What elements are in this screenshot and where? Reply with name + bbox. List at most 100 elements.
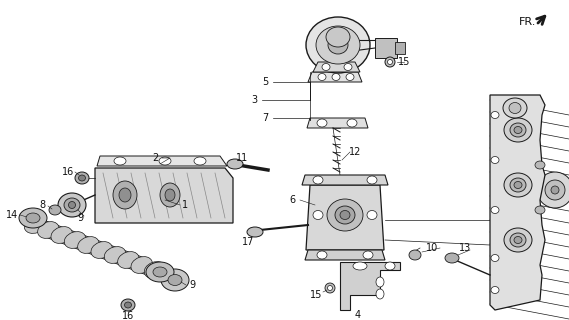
Ellipse shape bbox=[165, 189, 175, 201]
Ellipse shape bbox=[313, 211, 323, 220]
Ellipse shape bbox=[385, 57, 395, 67]
Ellipse shape bbox=[491, 111, 499, 118]
Ellipse shape bbox=[26, 213, 40, 223]
Ellipse shape bbox=[491, 156, 499, 164]
Bar bbox=[375, 38, 397, 58]
Ellipse shape bbox=[145, 261, 166, 278]
Polygon shape bbox=[305, 250, 385, 260]
Ellipse shape bbox=[38, 221, 59, 238]
Ellipse shape bbox=[317, 251, 327, 259]
Ellipse shape bbox=[313, 176, 323, 184]
Polygon shape bbox=[490, 95, 545, 310]
Ellipse shape bbox=[68, 202, 76, 209]
Ellipse shape bbox=[118, 252, 139, 268]
Ellipse shape bbox=[535, 161, 545, 169]
Ellipse shape bbox=[327, 199, 363, 231]
Text: 7: 7 bbox=[262, 113, 268, 123]
Text: 5: 5 bbox=[262, 77, 268, 87]
Ellipse shape bbox=[306, 17, 370, 73]
Ellipse shape bbox=[322, 63, 330, 70]
Ellipse shape bbox=[537, 172, 569, 208]
Ellipse shape bbox=[504, 228, 532, 252]
Ellipse shape bbox=[121, 299, 135, 311]
Ellipse shape bbox=[367, 211, 377, 220]
Ellipse shape bbox=[346, 74, 354, 81]
Ellipse shape bbox=[367, 176, 377, 184]
Ellipse shape bbox=[114, 157, 126, 165]
Ellipse shape bbox=[510, 178, 526, 192]
Ellipse shape bbox=[326, 27, 350, 47]
Ellipse shape bbox=[58, 193, 86, 217]
Text: 16: 16 bbox=[62, 167, 74, 177]
Text: 2: 2 bbox=[152, 153, 158, 163]
Ellipse shape bbox=[347, 119, 357, 127]
Ellipse shape bbox=[332, 74, 340, 81]
Ellipse shape bbox=[510, 123, 526, 137]
Polygon shape bbox=[97, 156, 227, 166]
Ellipse shape bbox=[113, 181, 137, 209]
Ellipse shape bbox=[504, 118, 532, 142]
Polygon shape bbox=[313, 62, 360, 72]
Text: FR.: FR. bbox=[519, 17, 537, 27]
Ellipse shape bbox=[79, 175, 85, 181]
Ellipse shape bbox=[64, 198, 80, 212]
Ellipse shape bbox=[104, 247, 126, 263]
Polygon shape bbox=[307, 118, 368, 128]
Ellipse shape bbox=[504, 173, 532, 197]
Ellipse shape bbox=[51, 227, 72, 244]
Text: 6: 6 bbox=[289, 195, 295, 205]
Text: 8: 8 bbox=[39, 200, 45, 210]
Ellipse shape bbox=[514, 181, 522, 188]
Ellipse shape bbox=[510, 233, 526, 247]
Ellipse shape bbox=[353, 262, 367, 270]
Ellipse shape bbox=[376, 277, 384, 287]
Text: 4: 4 bbox=[355, 310, 361, 320]
Ellipse shape bbox=[376, 289, 384, 299]
Polygon shape bbox=[95, 168, 233, 223]
Text: 17: 17 bbox=[242, 237, 254, 247]
Ellipse shape bbox=[91, 242, 112, 259]
Text: 9: 9 bbox=[189, 280, 195, 290]
Ellipse shape bbox=[491, 206, 499, 213]
Ellipse shape bbox=[535, 206, 545, 214]
Ellipse shape bbox=[491, 286, 499, 293]
Text: 3: 3 bbox=[251, 95, 257, 105]
Ellipse shape bbox=[335, 206, 355, 224]
Text: 10: 10 bbox=[426, 243, 438, 253]
Ellipse shape bbox=[318, 74, 326, 81]
Text: 16: 16 bbox=[122, 311, 134, 320]
Ellipse shape bbox=[146, 262, 174, 282]
Ellipse shape bbox=[328, 36, 348, 54]
Ellipse shape bbox=[159, 157, 171, 165]
Ellipse shape bbox=[317, 119, 327, 127]
Ellipse shape bbox=[545, 180, 565, 200]
Polygon shape bbox=[30, 215, 160, 280]
Ellipse shape bbox=[340, 211, 350, 220]
Text: 15: 15 bbox=[310, 290, 322, 300]
Text: 13: 13 bbox=[459, 243, 471, 253]
Text: 11: 11 bbox=[236, 153, 248, 163]
Ellipse shape bbox=[316, 26, 360, 64]
Text: 15: 15 bbox=[398, 57, 410, 67]
Ellipse shape bbox=[328, 285, 332, 291]
Bar bbox=[395, 42, 405, 54]
Ellipse shape bbox=[24, 217, 46, 233]
Ellipse shape bbox=[363, 251, 373, 259]
Ellipse shape bbox=[75, 172, 89, 184]
Ellipse shape bbox=[325, 283, 335, 293]
Ellipse shape bbox=[445, 253, 459, 263]
Text: 14: 14 bbox=[6, 210, 18, 220]
Ellipse shape bbox=[119, 188, 131, 202]
Polygon shape bbox=[308, 72, 362, 82]
Ellipse shape bbox=[551, 186, 559, 194]
Text: 12: 12 bbox=[349, 147, 361, 157]
Ellipse shape bbox=[491, 254, 499, 261]
Ellipse shape bbox=[514, 236, 522, 244]
Text: 9: 9 bbox=[77, 213, 83, 223]
Ellipse shape bbox=[125, 302, 131, 308]
Ellipse shape bbox=[49, 205, 61, 215]
Ellipse shape bbox=[247, 227, 263, 237]
Ellipse shape bbox=[161, 269, 189, 291]
Polygon shape bbox=[306, 185, 384, 250]
Ellipse shape bbox=[509, 102, 521, 114]
